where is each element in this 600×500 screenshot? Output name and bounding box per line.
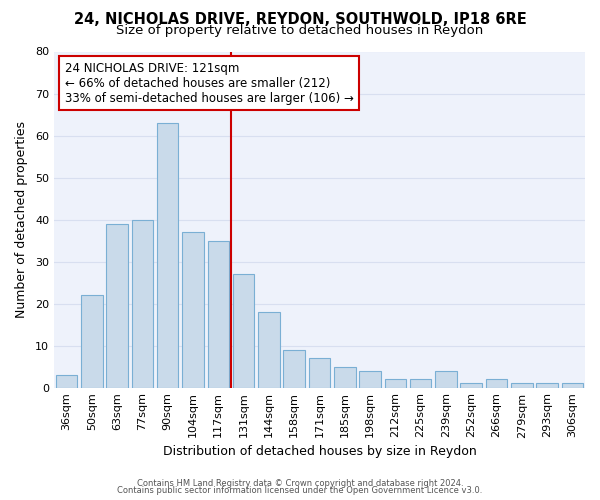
Bar	[157, 123, 178, 388]
Bar	[334, 366, 356, 388]
Text: Size of property relative to detached houses in Reydon: Size of property relative to detached ho…	[116, 24, 484, 37]
Y-axis label: Number of detached properties: Number of detached properties	[15, 121, 28, 318]
Bar	[309, 358, 330, 388]
Bar	[410, 379, 431, 388]
Bar	[208, 240, 229, 388]
Bar	[233, 274, 254, 388]
Bar	[182, 232, 204, 388]
Text: Contains public sector information licensed under the Open Government Licence v3: Contains public sector information licen…	[118, 486, 482, 495]
Bar	[81, 295, 103, 388]
Bar	[511, 384, 533, 388]
Text: 24, NICHOLAS DRIVE, REYDON, SOUTHWOLD, IP18 6RE: 24, NICHOLAS DRIVE, REYDON, SOUTHWOLD, I…	[74, 12, 526, 28]
X-axis label: Distribution of detached houses by size in Reydon: Distribution of detached houses by size …	[163, 444, 476, 458]
Bar	[106, 224, 128, 388]
Text: Contains HM Land Registry data © Crown copyright and database right 2024.: Contains HM Land Registry data © Crown c…	[137, 478, 463, 488]
Bar	[359, 371, 381, 388]
Bar	[486, 379, 507, 388]
Bar	[536, 384, 558, 388]
Bar	[460, 384, 482, 388]
Bar	[562, 384, 583, 388]
Bar	[56, 375, 77, 388]
Bar	[258, 312, 280, 388]
Bar	[385, 379, 406, 388]
Bar	[283, 350, 305, 388]
Bar	[131, 220, 153, 388]
Text: 24 NICHOLAS DRIVE: 121sqm
← 66% of detached houses are smaller (212)
33% of semi: 24 NICHOLAS DRIVE: 121sqm ← 66% of detac…	[65, 62, 353, 104]
Bar	[435, 371, 457, 388]
